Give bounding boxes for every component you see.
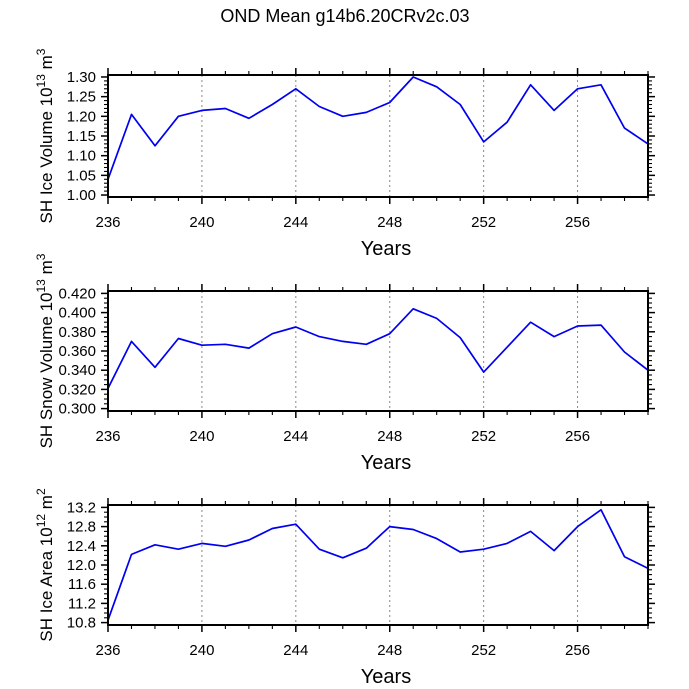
x-tick-label: 256 <box>565 642 590 659</box>
y-tick-label: 13.2 <box>67 499 96 516</box>
y-tick-label: 0.420 <box>58 285 96 302</box>
x-tick-label: 244 <box>283 642 308 659</box>
y-tick-label: 0.340 <box>58 362 96 379</box>
y-tick-label: 1.00 <box>67 187 96 204</box>
x-tick-label: 236 <box>95 214 120 231</box>
x-tick-label: 236 <box>95 642 120 659</box>
y-tick-label: 1.05 <box>67 167 96 184</box>
x-tick-label: 256 <box>565 214 590 231</box>
y-tick-label: 11.6 <box>68 576 96 593</box>
x-axis-title: Years <box>361 238 411 260</box>
panel-3: 236 240 244 248 252 256 10.8 11.2 11.6 12.0 12.4 12… <box>34 488 655 688</box>
y-tick-label: 0.360 <box>58 343 96 360</box>
x-tick-label: 248 <box>377 642 402 659</box>
x-tick-label: 240 <box>189 642 214 659</box>
y-tick-label: 12.4 <box>67 538 96 555</box>
y-axis-title: SH Ice Area 1012 m2 <box>34 488 56 642</box>
y-tick-label: 1.30 <box>67 69 96 86</box>
series-line <box>107 76 649 180</box>
x-tick-label: 248 <box>377 214 402 231</box>
x-axis-title: Years <box>361 666 411 688</box>
x-tick-label: 252 <box>471 214 496 231</box>
y-tick-label: 1.25 <box>67 89 96 106</box>
y-tick-label: 0.320 <box>58 381 96 398</box>
y-axis-title: SH Ice Volume 1013 m3 <box>34 48 56 223</box>
y-axis-title: SH Snow Volume 1013 m3 <box>34 253 56 448</box>
y-tick-label: 10.8 <box>67 615 96 632</box>
y-tick-label: 0.400 <box>58 305 96 322</box>
x-tick-label: 236 <box>95 428 120 445</box>
x-tick-label: 248 <box>377 428 402 445</box>
x-tick-label: 244 <box>283 428 308 445</box>
plot-frame <box>107 74 649 198</box>
x-tick-label: 240 <box>189 214 214 231</box>
y-tick-label: 0.380 <box>58 324 96 341</box>
plot-frame <box>107 290 649 412</box>
x-tick-label: 252 <box>471 428 496 445</box>
x-tick-label: 240 <box>189 428 214 445</box>
y-tick-label: 12.0 <box>67 557 96 574</box>
y-tick-label: 1.20 <box>67 108 96 125</box>
y-tick-label: 0.300 <box>58 401 96 418</box>
chart-title: OND Mean g14b6.20CRv2c.03 <box>220 6 470 26</box>
series-line <box>107 307 649 389</box>
y-tick-label: 1.10 <box>67 148 96 165</box>
x-axis-title: Years <box>361 452 411 474</box>
x-tick-label: 256 <box>565 428 590 445</box>
x-tick-label: 252 <box>471 642 496 659</box>
y-tick-label: 11.2 <box>68 595 96 612</box>
x-tick-label: 244 <box>283 214 308 231</box>
series-line <box>107 508 649 621</box>
plot-frame <box>107 504 649 626</box>
y-tick-label: 12.8 <box>67 519 96 536</box>
panel-1: 236 240 244 248 252 256 1.00 1.05 1.10 1.15 1.20 1.… <box>34 48 655 260</box>
panel-2: 236 240 244 248 252 256 0.300 0.320 0.340 0.360 0.… <box>34 253 655 474</box>
y-tick-label: 1.15 <box>67 128 96 145</box>
